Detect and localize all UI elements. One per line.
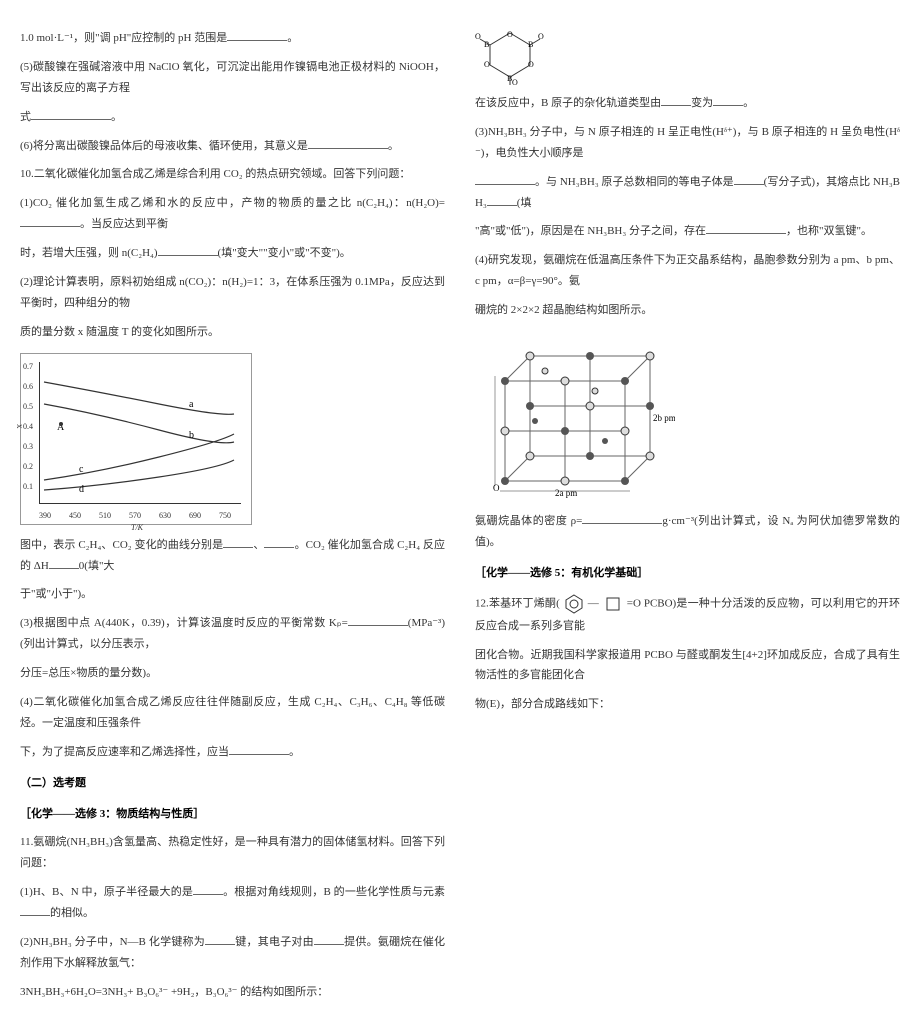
text-line: (4)研究发现，氨硼烷在低温高压条件下为正交晶系结构，晶胞参数分别为 a pm、… [475, 250, 900, 292]
text-line: (6)将分离出碳酸镍品体后的母液收集、循环使用，其意义是。 [20, 136, 445, 157]
text-line: (3)NH₃BH₃ 分子中，与 N 原子相连的 H 呈正电性(Hᵟ⁺)，与 B … [475, 122, 900, 164]
text-line: 氨硼烷晶体的密度 ρ=g·cm⁻³(列出计算式，设 Nₐ 为阿伏加德罗常数的值)… [475, 511, 900, 553]
svg-text:b: b [189, 430, 194, 441]
text-line: 3NH₃BH₃+6H₂O=3NH₃+ B₃O₆³⁻ +9H₂，B₃O₆³⁻ 的结… [20, 982, 445, 1003]
text-line: 分压=总压×物质的量分数)。 [20, 663, 445, 684]
svg-text:2a pm: 2a pm [555, 488, 577, 498]
cyclobutene-icon [601, 592, 625, 616]
text-line: (3)根据图中点 A(440K，0.39)，计算该温度时反应的平衡常数 Kₚ=(… [20, 613, 445, 655]
text-line: (2)NH₃BH₃ 分子中，N—B 化学键称为键，其电子对由提供。氨硼烷在催化剂… [20, 932, 445, 974]
text-line: 硼烷的 2×2×2 超晶胞结构如图所示。 [475, 300, 900, 321]
svg-text:O: O [484, 60, 490, 69]
text-line: 质的量分数 x 随温度 T 的变化如图所示。 [20, 322, 445, 343]
text-line: 时，若增大压强，则 n(C₂H₄)(填"变大""变小"或"不变")。 [20, 243, 445, 264]
svg-text:d: d [79, 484, 84, 495]
svg-text:O: O [475, 32, 481, 41]
borate-structure-icon: O B O B O B O O O [475, 25, 545, 85]
right-column: O B O B O B O O O 在该反应中，B 原子的杂化轨道类型由变为。 … [475, 20, 900, 1011]
question-12: 12.苯基环丁烯酮(—=O PCBO)是一种十分活泼的反应物，可以利用它的开环反… [475, 592, 900, 637]
text-line: 图中，表示 C₂H₄、CO₂ 变化的曲线分别是、。CO₂ 催化加氢合成 C₂H₄… [20, 535, 445, 577]
text-line: 物(E)，部分合成路线如下： [475, 694, 900, 715]
text-line: 。与 NH₃BH₃ 原子总数相同的等电子体是(写分子式)，其熔点比 NH₃BH₃… [475, 172, 900, 214]
crystal-lattice-diagram: 2a pm 2b pm O [475, 331, 675, 501]
benzene-icon [562, 592, 586, 616]
text-line: (1)H、B、N 中，原子半径最大的是。根据对角线规则，B 的一些化学性质与元素… [20, 882, 445, 924]
svg-text:c: c [79, 464, 84, 475]
svg-text:O: O [538, 32, 544, 41]
section-heading: （二）选考题 [20, 773, 445, 794]
svg-text:O: O [528, 60, 534, 69]
section-heading: ［化学——选修 3：物质结构与性质］ [20, 804, 445, 825]
text-line: (5)碳酸镍在强碱溶液中用 NaClO 氧化，可沉淀出能用作镍镉电池正极材料的 … [20, 57, 445, 99]
text-line: 于"或"小于")。 [20, 584, 445, 605]
svg-text:2b pm: 2b pm [653, 413, 675, 423]
svg-text:a: a [189, 399, 194, 410]
section-heading: ［化学——选修 5：有机化学基础］ [475, 563, 900, 584]
question-11: 11.氨硼烷(NH₃BH₃)含氢量高、热稳定性好，是一种具有潜力的固体储氢材料。… [20, 832, 445, 874]
text-line: 在该反应中，B 原子的杂化轨道类型由变为。 [475, 93, 900, 114]
text-line: (1)CO₂ 催化加氢生成乙烯和水的反应中，产物的物质的量之比 n(C₂H₄)：… [20, 193, 445, 235]
text-line: 1.0 mol·L⁻¹，则"调 pH"应控制的 pH 范围是。 [20, 28, 445, 49]
question-10: 10.二氧化碳催化加氢合成乙烯是综合利用 CO₂ 的热点研究领域。回答下列问题： [20, 164, 445, 185]
text-line: 下，为了提高反应速率和乙烯选择性，应当。 [20, 742, 445, 763]
text-line: (2)理论计算表明，原料初始组成 n(CO₂)：n(H₂)=1：3，在体系压强为… [20, 272, 445, 314]
left-column: 1.0 mol·L⁻¹，则"调 pH"应控制的 pH 范围是。 (5)碳酸镍在强… [20, 20, 445, 1011]
text-line: "高"或"低")，原因是在 NH₃BH₃ 分子之间，存在，也称"双氢键"。 [475, 221, 900, 242]
svg-text:O: O [507, 30, 513, 39]
text-line: 式。 [20, 107, 445, 128]
text-line: 团化合物。近期我国科学家报道用 PCBO 与醛或酮发生[4+2]环加成反应，合成… [475, 645, 900, 687]
svg-text:O: O [493, 483, 500, 493]
svg-text:O: O [512, 78, 518, 85]
equilibrium-chart: 0.7 0.6 0.5 0.4 0.3 0.2 0.1 390 450 510 … [20, 353, 252, 525]
text-line: (4)二氧化碳催化加氢合成乙烯反应往往伴随副反应，生成 C₂H₄、C₃H₆、C₄… [20, 692, 445, 734]
